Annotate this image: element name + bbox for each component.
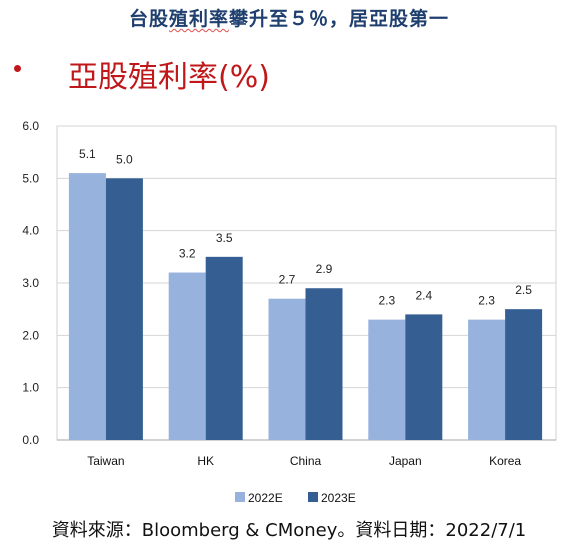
x-tick-label: Taiwan [87, 454, 124, 468]
x-tick-label: Korea [489, 454, 521, 468]
y-tick-label: 6.0 [22, 119, 39, 133]
legend-label: 2023E [321, 491, 356, 505]
bar-2023E-HK [205, 256, 243, 440]
y-tick-label: 1.0 [22, 381, 39, 395]
data-label: 5.0 [116, 152, 133, 166]
data-label: 2.3 [378, 294, 395, 308]
data-label: 2.3 [478, 294, 495, 308]
headline-spellcheck-word: 殖利率 [168, 8, 229, 30]
bar-2022E-Japan [368, 319, 406, 440]
data-label: 3.5 [216, 231, 233, 245]
data-label: 5.1 [79, 147, 96, 161]
headline-part3: 攀升至５％，居亞股第一 [229, 8, 450, 30]
bar-chart: 0.0 1.0 2.0 3.0 4.0 5.0 6.0 5.1 5.0 Taiwan 3.2 3.5 H… [22, 119, 557, 505]
bar-2023E-Korea [505, 309, 543, 440]
data-label: 3.2 [179, 247, 196, 261]
y-tick-label: 4.0 [22, 224, 39, 238]
headline: 台股殖利率攀升至５％，居亞股第一 [0, 4, 578, 31]
y-tick-label: 2.0 [22, 328, 39, 342]
data-label: 2.4 [415, 288, 432, 302]
data-label: 2.9 [316, 262, 333, 276]
x-tick-label: Japan [389, 454, 422, 468]
bar-2023E-Taiwan [105, 178, 143, 441]
bullet-icon [14, 65, 21, 72]
bar-2022E-Taiwan [68, 173, 106, 440]
y-tick-label: 0.0 [22, 433, 39, 447]
source-note: 資料來源：Bloomberg & CMoney。資料日期：2022/7/1 [51, 520, 527, 541]
data-label: 2.5 [515, 283, 532, 297]
y-tick-label: 3.0 [22, 276, 39, 290]
bar-2022E-China [268, 298, 306, 440]
bar-2022E-HK [168, 272, 206, 440]
legend-swatch-2023E [308, 492, 318, 502]
y-tick-label: 5.0 [22, 171, 39, 185]
bar-2022E-Korea [468, 319, 506, 440]
bar-2023E-China [305, 288, 343, 440]
data-label: 2.7 [279, 273, 296, 287]
bar-2023E-Japan [405, 314, 443, 440]
chart-title: 亞股殖利率(%) [68, 60, 270, 95]
x-tick-label: China [290, 454, 322, 468]
headline-part1: 台股 [128, 8, 169, 30]
x-tick-label: HK [197, 454, 214, 468]
legend-swatch-2022E [235, 492, 245, 502]
legend-label: 2022E [248, 491, 283, 505]
